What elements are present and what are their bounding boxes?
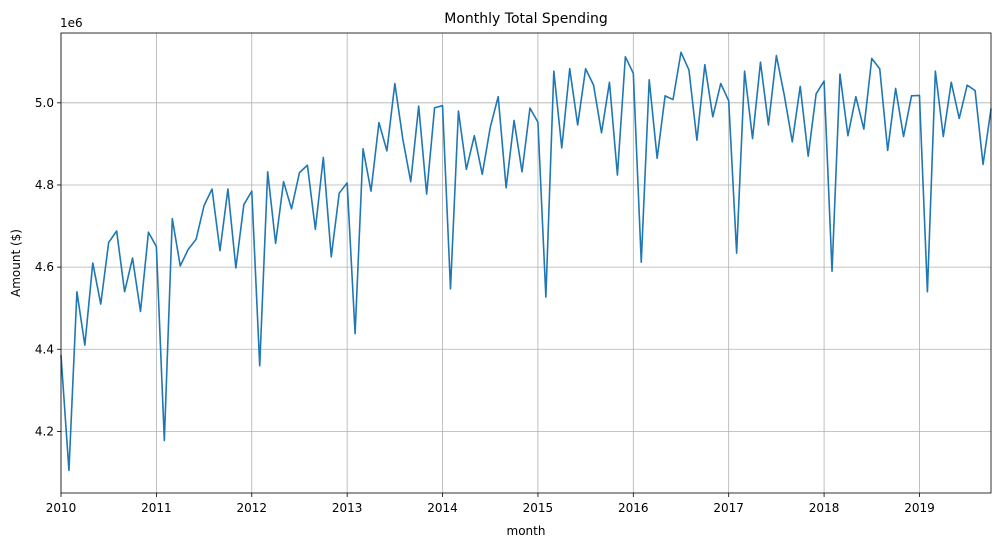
x-tick-label: 2012 xyxy=(236,501,267,515)
x-tick-label: 2018 xyxy=(809,501,840,515)
series-line xyxy=(60,51,992,472)
x-tick-label: 2010 xyxy=(46,501,77,515)
x-tick-label: 2016 xyxy=(618,501,649,515)
x-tick-label: 2015 xyxy=(523,501,554,515)
series-layer xyxy=(60,51,992,472)
chart-title: Monthly Total Spending xyxy=(444,11,607,27)
y-tick-label: 4.4 xyxy=(35,342,54,356)
x-tick-label: 2013 xyxy=(332,501,363,515)
y-axis-label: Amount ($) xyxy=(9,229,23,297)
plot-frame xyxy=(60,32,992,494)
y-axis: 4.2 4.4 4.6 4.8 5.0 xyxy=(35,96,61,438)
y-tick-label: 5.0 xyxy=(35,96,54,110)
y-offset-label: 1e6 xyxy=(60,16,83,30)
y-tick-label: 4.8 xyxy=(35,178,54,192)
x-tick-label: 2014 xyxy=(427,501,458,515)
x-tick-label: 2019 xyxy=(904,501,935,515)
y-tick-label: 4.2 xyxy=(35,424,54,438)
x-tick-label: 2017 xyxy=(713,501,744,515)
x-tick-label: 2011 xyxy=(141,501,172,515)
x-axis: 2010 2011 2012 2013 2014 2015 2016 2017 2018 2019 xyxy=(46,493,935,515)
y-tick-label: 4.6 xyxy=(35,260,54,274)
x-axis-label: month xyxy=(507,524,546,538)
